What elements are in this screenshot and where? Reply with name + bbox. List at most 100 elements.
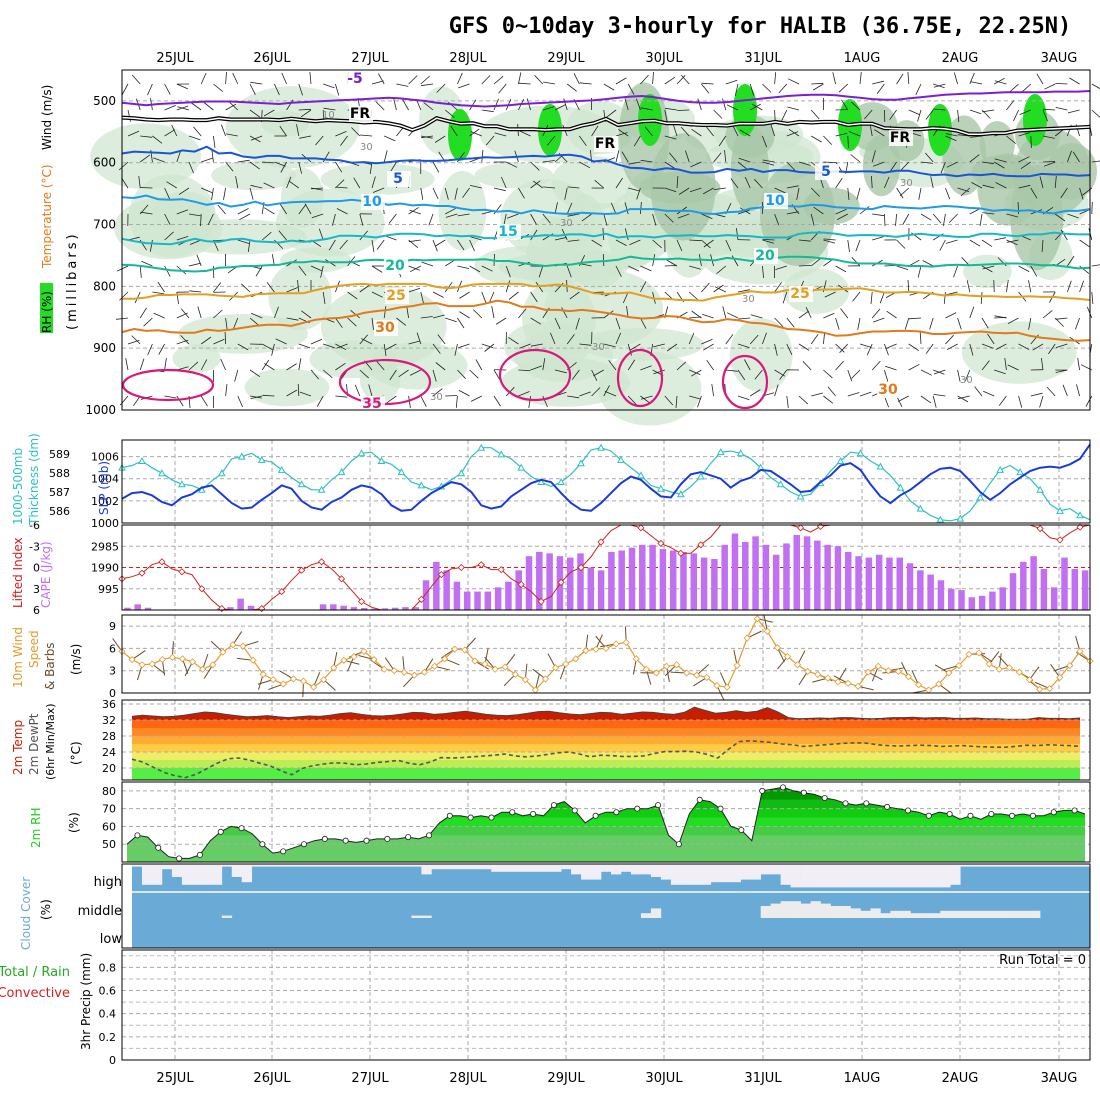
isotherm-35-4 (721, 354, 769, 410)
wind-barb (335, 131, 347, 137)
thickness-marker (736, 449, 745, 457)
wind-barb (724, 150, 727, 163)
wind-barb (164, 358, 167, 371)
wind-barb (309, 72, 312, 85)
wind-barb (196, 254, 202, 267)
wind-barb (610, 202, 617, 215)
wind-barb (874, 129, 885, 137)
p2-frame (121, 439, 1091, 524)
thickness-marker (597, 443, 605, 451)
wind-barb (737, 369, 746, 381)
rh-green-5 (448, 109, 472, 161)
wind-barb (848, 131, 861, 137)
cape-bar (680, 551, 687, 610)
wind-speed-panel: 0 3 6 9 (109, 614, 1094, 701)
wind-barb (636, 98, 641, 111)
wind-barb (1039, 395, 1044, 408)
rh2m-marker (904, 807, 911, 814)
wind-speed-marker (360, 647, 368, 655)
wind-barb (532, 180, 544, 189)
wind-barb (457, 152, 465, 163)
wind-barb (335, 179, 345, 189)
wind-barb (859, 343, 872, 348)
cape-bar (968, 597, 976, 610)
wind-barb (995, 182, 1007, 189)
wind-barb (459, 311, 470, 319)
cloud-high-gap (810, 864, 821, 888)
wind-barb (948, 213, 958, 223)
wind-barb (498, 83, 507, 94)
wind-barb (701, 82, 714, 85)
wind-barb (1055, 343, 1068, 348)
top-date-27JUL: 27JUL (351, 51, 389, 66)
wind-barb (1006, 100, 1015, 111)
wind-barb (907, 71, 910, 85)
wind-speed-marker (350, 653, 358, 661)
wind-barb (960, 187, 971, 197)
wind-speed-unit: (m/s) (69, 644, 83, 675)
wind-barb (847, 369, 853, 382)
wind-barb (653, 343, 665, 348)
thickness-marker (716, 448, 725, 456)
wind-barb (315, 135, 324, 146)
wind-barb (703, 343, 714, 351)
isotherm-10 (121, 194, 1091, 216)
cape-bar (865, 557, 873, 610)
cape-bar (814, 540, 821, 610)
thickness-marker (477, 443, 486, 451)
wind-speed-marker (410, 671, 418, 679)
wind-speed-marker (1025, 676, 1034, 684)
cape-bar (803, 536, 811, 610)
cloud-high-gap (1000, 864, 1011, 867)
rh2m-marker (259, 841, 266, 848)
wind-barb (993, 161, 1005, 169)
wind-barb (530, 343, 543, 347)
isotherm-label-35: 35 (362, 396, 381, 412)
wind-barb (189, 290, 202, 293)
wind-barb (703, 187, 714, 195)
wind-barb (680, 126, 690, 137)
wind-barb (408, 287, 421, 293)
isotherm-label-FR: FR (350, 106, 371, 122)
lifted-index-marker (318, 558, 326, 566)
wind-barb-10m (203, 664, 214, 679)
lifted-index-marker (597, 538, 605, 546)
cloud-mid-gap (760, 906, 771, 918)
ytick-p4-9: 9 (109, 620, 116, 633)
wind-barb-10m (424, 658, 434, 673)
wind-barb (310, 338, 323, 345)
cape-bar (319, 604, 327, 610)
wind-barb (810, 213, 815, 226)
wind-barb (982, 109, 995, 113)
wind-barb (1044, 83, 1056, 90)
rh2m-marker (696, 796, 703, 803)
wind-barb (164, 83, 171, 95)
precip-label-1: Total / Rain (0, 965, 70, 980)
wind-barb (774, 187, 786, 194)
wind-barb (762, 239, 775, 244)
wind-barb (981, 265, 993, 273)
lifted-index-marker (298, 566, 306, 574)
wind-barb (1041, 358, 1044, 371)
wind-barb (389, 161, 397, 173)
wind-barb (678, 187, 690, 195)
wind-speed-marker (854, 682, 862, 690)
wind-speed-marker (209, 661, 217, 669)
wind-speed-marker (683, 669, 691, 677)
ytick-p6-50: 50 (102, 838, 116, 851)
cloud-high-gap (980, 864, 991, 867)
wind-barb (493, 204, 502, 215)
wind-barb (493, 369, 501, 381)
wind-barb (340, 135, 348, 146)
lifted-index-marker (337, 575, 346, 583)
wind-barb (335, 161, 343, 173)
cloud-high-gap (261, 864, 273, 867)
wind-barb (530, 229, 538, 241)
wind-barb (762, 83, 772, 93)
cape-bar (340, 605, 347, 610)
ytick-p3-left--6: -6 (29, 519, 40, 532)
wind-barb-10m (837, 667, 847, 683)
wind-barb-10m (901, 662, 909, 677)
wind-barb (398, 369, 409, 378)
wind-barb (388, 213, 397, 224)
